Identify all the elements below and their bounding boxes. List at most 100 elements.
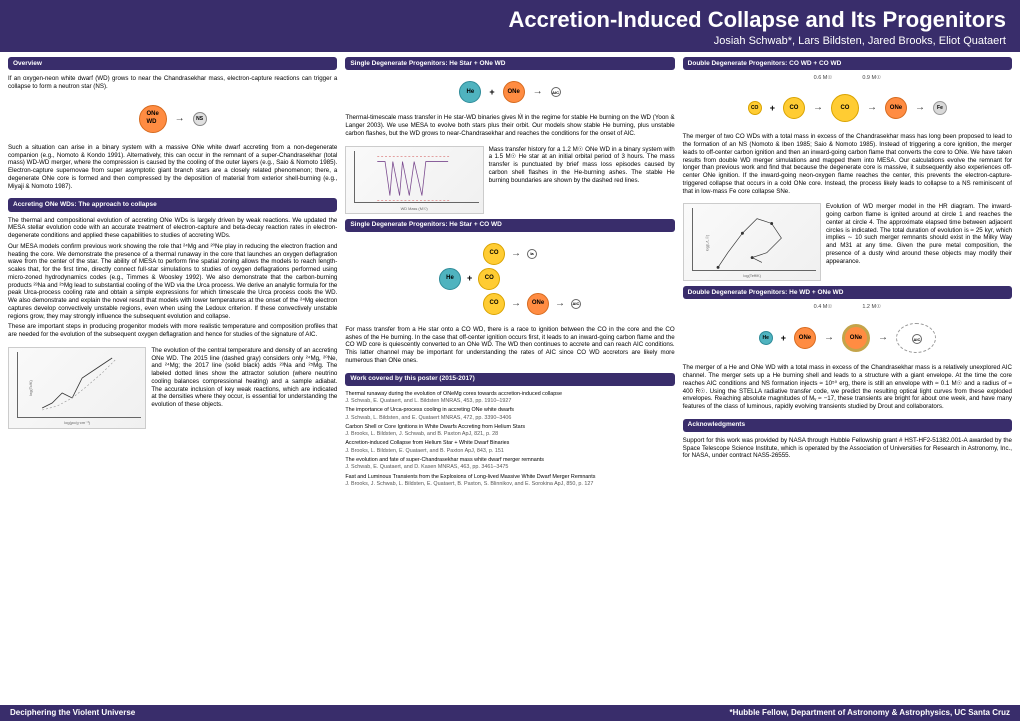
ia-circle: Ia	[527, 249, 537, 259]
dd-he-diagram: He + ONe → ONe → AIC	[683, 321, 1012, 355]
svg-text:log(Teff/K): log(Teff/K)	[743, 273, 761, 278]
arrow-icon: →	[533, 86, 543, 99]
accreting-p3: These are important steps in producing p…	[8, 323, 337, 339]
co-circle-2: CO	[478, 268, 500, 290]
footer-right: *Hubble Fellow, Department of Astronomy …	[730, 708, 1010, 718]
ref-6: Fast and Luminous Transients from the Ex…	[345, 474, 674, 489]
sd-he-one-chart-row: WD Mass (M☉) Mass transfer history for a…	[345, 146, 674, 214]
hr-caption: Evolution of WD merger model in the HR d…	[826, 203, 1012, 268]
he-circle: He	[459, 81, 481, 103]
poster-footer: Deciphering the Violent Universe *Hubble…	[0, 705, 1020, 721]
arrow-icon: →	[824, 332, 834, 345]
chart-caption-text: The evolution of the central temperature…	[151, 347, 337, 409]
ref-3: Carbon Shell or Core Ignitions in White …	[345, 424, 674, 439]
arrow-icon: →	[878, 332, 888, 345]
accreting-text: The thermal and compositional evolution …	[8, 217, 337, 342]
chart-caption: The evolution of the central temperature…	[151, 347, 337, 412]
sd-he-one-diagram: He + ONe → AIC	[345, 79, 674, 105]
mass-1: 0.6 M☉	[814, 75, 833, 82]
overview-p1: If an oxygen-neon white dwarf (WD) grows…	[8, 75, 337, 91]
dd-he-masses: 0.4 M☉ 1.2 M☉	[683, 304, 1012, 312]
section-ack: Acknowledgments	[683, 419, 1012, 432]
column-2: Single Degenerate Progenitors: He Star +…	[345, 57, 674, 701]
sd-he-co-diagram-1: CO → Ia He + CO CO → ONe → AIC	[345, 241, 674, 317]
ref-cite: J. Schwab, E. Quataert, and D. Kasen MNR…	[345, 464, 508, 470]
section-sd-he-one: Single Degenerate Progenitors: He Star +…	[345, 57, 674, 70]
mass-2: 0.9 M☉	[862, 75, 881, 82]
svg-text:log(ρc/g·cm⁻³): log(ρc/g·cm⁻³)	[64, 420, 90, 425]
plus-icon: +	[467, 273, 472, 284]
mass-he-2: 1.2 M☉	[862, 304, 881, 311]
plus-icon: +	[489, 87, 494, 98]
ns-circle: NS	[193, 112, 207, 126]
ref-cite: J. Schwab, L. Bildsten, and E. Quataert …	[345, 415, 511, 421]
chart-svg: log(ρc/g·cm⁻³) log(Tc/K)	[9, 348, 145, 428]
aic-in-orbit: AIC	[912, 334, 922, 344]
one-circle: ONe	[503, 81, 525, 103]
svg-text:log(Tc/K): log(Tc/K)	[28, 379, 33, 395]
arrow-icon: →	[511, 248, 521, 261]
sd-he-co-p1: For mass transfer from a He star onto a …	[345, 326, 674, 365]
sd-he-co-text: For mass transfer from a He star onto a …	[345, 326, 674, 368]
arrow-icon: →	[867, 102, 877, 115]
dd-co-masses: 0.6 M☉ 0.9 M☉	[683, 75, 1012, 83]
chart-svg: log(Teff/K) log(L/L☉)	[684, 204, 820, 280]
plus-icon: +	[781, 333, 786, 344]
section-dd-co: Double Degenerate Progenitors: CO WD + C…	[683, 57, 1012, 70]
svg-text:log(L/L☉): log(L/L☉)	[704, 234, 709, 251]
section-overview: Overview	[8, 57, 337, 70]
ref-4: Accretion-induced Collapse from Helium S…	[345, 440, 674, 455]
ref-title: Carbon Shell or Core Ignitions in White …	[345, 424, 525, 430]
one-converted: ONe	[885, 97, 907, 119]
svg-text:WD Mass (M☉): WD Mass (M☉)	[401, 206, 429, 211]
overview-text-2: Such a situation can arise in a binary s…	[8, 144, 337, 194]
mass-transfer-caption-text: Mass transfer history for a 1.2 M☉ ONe W…	[489, 146, 675, 185]
orbit-icon: AIC	[896, 323, 936, 353]
co-merged: CO	[831, 94, 859, 122]
dd-co-chart-row: log(Teff/K) log(L/L☉) Evolution of WD me…	[683, 203, 1012, 281]
accreting-chart-row: log(ρc/g·cm⁻³) log(Tc/K) The evolution o…	[8, 347, 337, 429]
dd-co-text: The merger of two CO WDs with a total ma…	[683, 133, 1012, 198]
dd-he-p1: The merger of a He and ONe WD with a tot…	[683, 364, 1012, 411]
poster-columns: Overview If an oxygen-neon white dwarf (…	[0, 52, 1020, 705]
ref-cite: J. Brooks, L. Bildsten, E. Quataert, and…	[345, 448, 504, 454]
overview-text-1: If an oxygen-neon white dwarf (WD) grows…	[8, 75, 337, 94]
co-circle-3: CO	[483, 293, 505, 315]
column-1: Overview If an oxygen-neon white dwarf (…	[8, 57, 337, 701]
mass-transfer-chart: WD Mass (M☉)	[345, 146, 483, 214]
ref-title: The evolution and fate of super-Chandras…	[345, 457, 544, 463]
mass-he-1: 0.4 M☉	[814, 304, 833, 311]
ack-p: Support for this work was provided by NA…	[683, 437, 1012, 460]
ref-cite: J. Brooks, L. Bildsten, J. Schwab, and B…	[345, 431, 498, 437]
ref-2: The importance of Urca-process cooling i…	[345, 407, 674, 422]
ref-title: Thermal runaway during the evolution of …	[345, 391, 562, 397]
arrow-icon: →	[915, 102, 925, 115]
poster-header: Accretion-Induced Collapse and Its Proge…	[0, 0, 1020, 52]
co-wd-2: CO	[783, 97, 805, 119]
fe-circle: Fe	[933, 101, 947, 115]
dd-co-p1: The merger of two CO WDs with a total ma…	[683, 133, 1012, 195]
accreting-p2: Our MESA models confirm previous work sh…	[8, 243, 337, 321]
sd-he-one-text: Thermal-timescale mass transfer in He st…	[345, 114, 674, 140]
section-work: Work covered by this poster (2015-2017)	[345, 373, 674, 386]
plus-icon: +	[770, 103, 775, 114]
column-3: Double Degenerate Progenitors: CO WD + C…	[683, 57, 1012, 701]
ref-cite: J. Brooks, J. Schwab, L. Bildsten, E. Qu…	[345, 481, 593, 487]
ref-title: Fast and Luminous Transients from the Ex…	[345, 474, 595, 480]
dd-co-diagram: CO + CO → CO → ONe → Fe	[683, 92, 1012, 124]
co-circle: CO	[483, 243, 505, 265]
arrow-icon: →	[175, 113, 185, 126]
ref-cite: J. Schwab, E. Quataert, and L. Bildsten …	[345, 398, 511, 404]
chart-svg: WD Mass (M☉)	[346, 147, 482, 213]
dd-he-text: The merger of a He and ONe WD with a tot…	[683, 364, 1012, 414]
sd-he-one-p1: Thermal-timescale mass transfer in He st…	[345, 114, 674, 137]
one-wd-circle: ONeWD	[139, 105, 167, 133]
one-envelope: ONe	[842, 324, 870, 352]
mass-transfer-caption: Mass transfer history for a 1.2 M☉ ONe W…	[489, 146, 675, 188]
references-list: Thermal runaway during the evolution of …	[345, 391, 674, 491]
section-sd-he-co: Single Degenerate Progenitors: He Star +…	[345, 219, 674, 232]
ack-text: Support for this work was provided by NA…	[683, 437, 1012, 463]
poster-title: Accretion-Induced Collapse and Its Proge…	[14, 6, 1006, 34]
arrow-icon: →	[555, 298, 565, 311]
he-circle-2: He	[439, 268, 461, 290]
